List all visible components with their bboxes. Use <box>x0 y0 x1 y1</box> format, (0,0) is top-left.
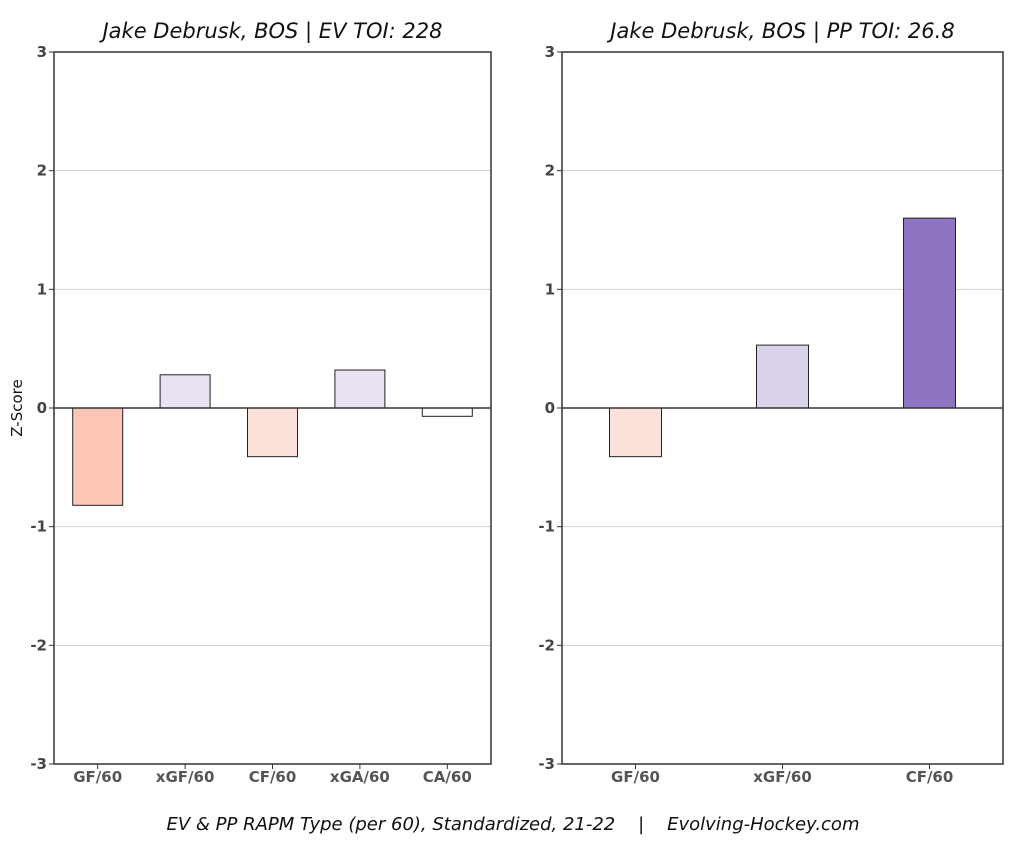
y-tick-label: 2 <box>545 162 555 180</box>
y-tick-label: -3 <box>30 755 47 773</box>
bar-cf-60 <box>247 407 298 458</box>
x-tick-label: xGA/60 <box>330 768 390 786</box>
x-tick-label: xGF/60 <box>753 768 812 786</box>
x-tick-label: CA/60 <box>423 768 472 786</box>
chart-panel-2: -3 -2 -1 0 1 2 3 GF/60 xGF/60 CF/60 Jake Debrusk, … <box>538 19 1004 786</box>
chart-caption: EV & PP RAPM Type (per 60), Standardized… <box>167 814 860 835</box>
y-tick-label: 3 <box>37 43 47 61</box>
y-tick-label: 3 <box>545 43 555 61</box>
x-tick-label: GF/60 <box>73 768 122 786</box>
chart-title: Jake Debrusk, BOS | PP TOI: 26.8 <box>606 19 954 44</box>
plot-frame <box>561 51 1004 765</box>
bar-gf-60 <box>72 407 124 506</box>
y-axis-label: Z-Score <box>8 379 26 436</box>
y-tick-label: 0 <box>37 399 47 417</box>
y-tick-label: 0 <box>545 399 555 417</box>
y-tick-label: 1 <box>37 280 47 298</box>
y-tick-label: -1 <box>538 518 555 536</box>
bar-cf-60 <box>903 217 956 409</box>
y-tick-label: -2 <box>538 636 555 654</box>
y-tick-label: -3 <box>538 755 555 773</box>
bar-xga-60 <box>334 369 386 409</box>
bar-ca-60 <box>421 407 473 417</box>
y-tick-label: 2 <box>37 162 47 180</box>
chart-title: Jake Debrusk, BOS | EV TOI: 228 <box>98 19 442 44</box>
chart-panel-1: -3 -2 -1 0 1 2 3 GF/60 xGF/60 CF/60 xGA/60 CA/60 Jak… <box>30 19 492 786</box>
y-tick-label: 1 <box>545 280 555 298</box>
x-tick-label: GF/60 <box>611 768 660 786</box>
x-tick-label: CF/60 <box>249 768 297 786</box>
bar-xgf-60 <box>159 374 211 409</box>
bar-xgf-60 <box>756 344 809 409</box>
x-tick-label: xGF/60 <box>156 768 215 786</box>
y-tick-label: -1 <box>30 518 47 536</box>
y-tick-label: -2 <box>30 636 47 654</box>
x-tick-label: CF/60 <box>906 768 954 786</box>
bar-gf-60 <box>609 407 662 458</box>
plot-frame <box>53 51 492 765</box>
